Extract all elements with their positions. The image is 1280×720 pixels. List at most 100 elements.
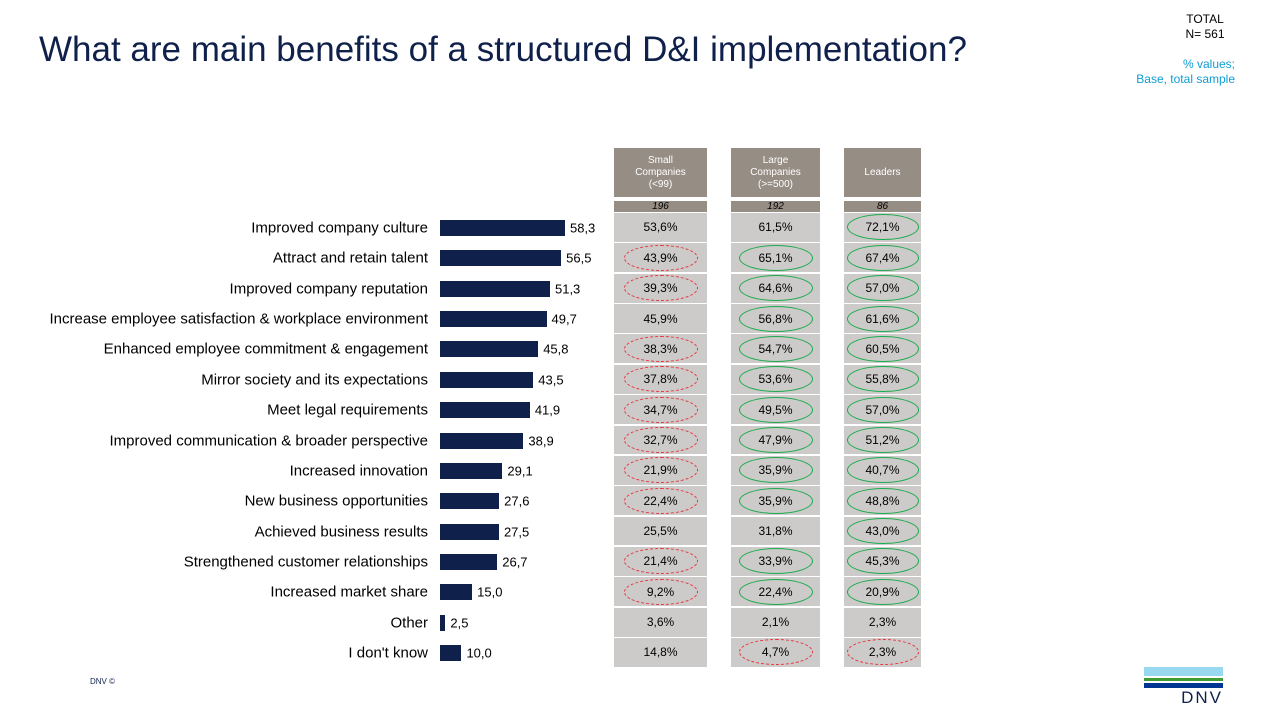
category-label: I don't know xyxy=(348,644,428,662)
column-n: 192 xyxy=(731,201,820,212)
value-label: 43,5 xyxy=(538,372,564,388)
total-label: TOTAL xyxy=(1186,12,1224,26)
table-cell: 61,5% xyxy=(731,213,820,244)
category-label: Strengthened customer relationships xyxy=(183,553,428,571)
table-cell: 51,2% xyxy=(844,425,921,457)
bar xyxy=(440,614,446,631)
table-cell: 3,6% xyxy=(614,607,707,639)
significant-lower-marker xyxy=(623,426,698,453)
category-label: Increased market share xyxy=(270,583,428,601)
table-cell: 64,6% xyxy=(731,273,820,305)
table-cell: 33,9% xyxy=(731,546,820,578)
significant-lower-marker xyxy=(623,366,698,393)
value-label: 15,0 xyxy=(477,584,503,600)
cell-value: 14,8% xyxy=(643,645,678,660)
table-cell: 40,7% xyxy=(844,455,921,487)
column-header-text: Large Companies (>=500) xyxy=(750,155,801,191)
value-label: 2,5 xyxy=(450,615,469,631)
note-line-1: % values; xyxy=(1182,57,1235,71)
column-header-text: Leaders xyxy=(864,167,900,179)
table-cell: 48,8% xyxy=(844,486,921,518)
table-cell: 21,9% xyxy=(614,455,707,487)
significant-higher-marker xyxy=(846,518,919,545)
table-cell: 25,5% xyxy=(614,516,707,548)
copyright: DNV © xyxy=(90,677,116,686)
significant-higher-marker xyxy=(846,335,919,362)
significant-lower-marker xyxy=(623,457,698,484)
table-cell: 60,5% xyxy=(844,334,921,366)
significant-higher-marker xyxy=(846,548,919,575)
significant-higher-marker xyxy=(846,305,919,332)
significant-lower-marker xyxy=(623,396,698,423)
category-label: Increased innovation xyxy=(289,462,428,480)
significant-lower-marker xyxy=(623,578,698,605)
cell-value: 61,5% xyxy=(758,220,793,235)
value-label: 41,9 xyxy=(534,402,561,418)
table-cell: 2,3% xyxy=(844,638,921,669)
bar xyxy=(440,493,500,510)
column-header: Large Companies (>=500) xyxy=(731,148,820,197)
value-label: 27,6 xyxy=(504,493,530,509)
category-label: Achieved business results xyxy=(254,523,428,541)
table-cell: 55,8% xyxy=(844,364,921,396)
significant-higher-marker xyxy=(738,366,813,393)
significant-higher-marker xyxy=(738,244,813,271)
table-cell: 35,9% xyxy=(731,486,820,518)
significant-higher-marker xyxy=(846,366,919,393)
value-label: 10,0 xyxy=(466,645,492,661)
header-line: Companies xyxy=(635,166,686,178)
significant-higher-marker xyxy=(738,578,813,605)
table-cell: 39,3% xyxy=(614,273,707,305)
table-cell: 2,1% xyxy=(731,607,820,639)
significant-higher-marker xyxy=(738,305,813,332)
table-cell: 22,4% xyxy=(731,577,820,609)
table-cell: 53,6% xyxy=(614,213,707,244)
table-cell: 20,9% xyxy=(844,577,921,609)
table-cell: 43,9% xyxy=(614,243,707,275)
category-label: Improved company reputation xyxy=(229,280,428,298)
table-cell: 61,6% xyxy=(844,304,921,335)
header-line: Small xyxy=(647,154,673,166)
significant-higher-marker xyxy=(738,426,813,453)
table-cell: 54,7% xyxy=(731,334,820,366)
header-line: Large xyxy=(762,154,789,166)
cell-value: 45,9% xyxy=(643,311,678,326)
table-cell: 65,1% xyxy=(731,243,820,275)
significant-higher-marker xyxy=(846,244,919,271)
category-label: Other xyxy=(390,614,428,632)
cell-value: 25,5% xyxy=(643,524,678,539)
total-sample: TOTAL N= 561 xyxy=(1170,12,1240,42)
table-cell: 4,7% xyxy=(731,638,820,669)
significant-lower-marker xyxy=(738,639,813,666)
header-line: (<99) xyxy=(648,178,673,190)
cell-value: 31,8% xyxy=(758,524,793,539)
bar xyxy=(440,645,462,662)
page-title: What are main benefits of a structured D… xyxy=(39,30,967,69)
significant-higher-marker xyxy=(846,487,919,514)
table-cell: 43,0% xyxy=(844,516,921,548)
dnv-logo: DNV xyxy=(1144,667,1223,707)
value-label: 58,3 xyxy=(569,220,596,236)
table-cell: 34,7% xyxy=(614,395,707,427)
significant-higher-marker xyxy=(846,426,919,453)
table-cell: 45,9% xyxy=(614,304,707,335)
value-label: 26,7 xyxy=(502,554,528,570)
bar xyxy=(440,584,473,601)
table-cell: 57,0% xyxy=(844,273,921,305)
column-header: Leaders xyxy=(844,148,921,197)
table-cell: 32,7% xyxy=(614,425,707,457)
column-header: Small Companies (<99) xyxy=(614,148,707,197)
bar xyxy=(440,341,539,358)
table-cell: 56,8% xyxy=(731,304,820,335)
bar xyxy=(440,280,550,297)
table-cell: 22,4% xyxy=(614,486,707,518)
table-cell: 35,9% xyxy=(731,455,820,487)
significant-higher-marker xyxy=(738,457,813,484)
values-note: % values; Base, total sample xyxy=(1136,57,1235,87)
significant-higher-marker xyxy=(846,578,919,605)
significant-lower-marker xyxy=(623,548,698,575)
significant-higher-marker xyxy=(846,396,919,423)
category-label: Enhanced employee commitment & engagemen… xyxy=(103,340,428,358)
significant-higher-marker xyxy=(846,457,919,484)
bar xyxy=(440,523,499,540)
